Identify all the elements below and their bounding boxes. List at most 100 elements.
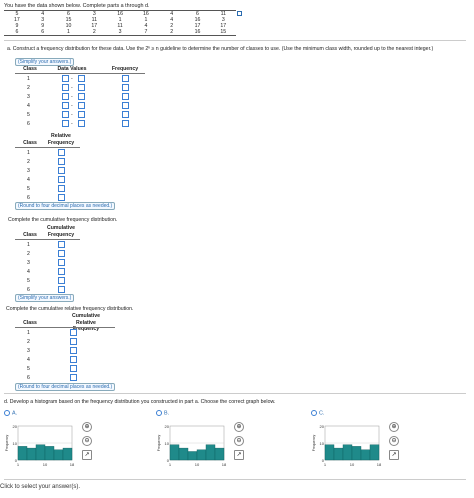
class-header-2: Class (23, 140, 37, 146)
answer-input[interactable] (58, 176, 65, 183)
answer-input[interactable] (58, 259, 65, 266)
answer-input[interactable] (58, 149, 65, 156)
expand-icon[interactable]: ↗ (389, 450, 399, 460)
y-tick-label: 20 (13, 424, 18, 429)
x-tick-label: 18 (70, 462, 75, 467)
answer-input[interactable] (58, 250, 65, 257)
class-number: 6 (27, 287, 30, 293)
range-dash: - (71, 76, 73, 82)
class-number: 2 (27, 159, 30, 165)
zoom-out-icon[interactable]: ⊖ (389, 436, 399, 446)
copy-data-icon[interactable] (237, 11, 242, 16)
raw-data-cell: 10 (65, 23, 72, 29)
answer-input[interactable] (122, 84, 129, 91)
raw-data-cell: 1 (118, 17, 122, 23)
raw-data-cell: 16 (107, 10, 133, 17)
answer-input[interactable] (78, 75, 85, 82)
histogram-option-a: 20 10 01 10 18 Frequency (5, 424, 75, 467)
answer-input[interactable] (122, 93, 129, 100)
relative-header-2: Frequency (47, 140, 75, 146)
histogram-option-c: 20 10 01 10 18 Frequency (312, 424, 382, 467)
answer-input[interactable] (78, 93, 85, 100)
option-a[interactable]: A. (4, 410, 17, 416)
answer-input[interactable] (62, 84, 69, 91)
answer-input[interactable] (70, 374, 77, 381)
histogram-bar (187, 451, 198, 461)
range-dash: - (71, 85, 73, 91)
raw-data-cell: 11 (117, 23, 123, 29)
zoom-in-icon[interactable]: ⊕ (389, 422, 399, 432)
zoom-in-icon[interactable]: ⊕ (234, 422, 244, 432)
raw-data-cell: 9 (41, 23, 45, 29)
expand-icon[interactable]: ↗ (82, 450, 92, 460)
y-axis-label: Frequency (5, 434, 9, 451)
zoom-in-icon[interactable]: ⊕ (82, 422, 92, 432)
histogram-bar (26, 447, 37, 461)
answer-input[interactable] (62, 93, 69, 100)
histogram-option-b: 20 10 01 10 18 Frequency (157, 424, 227, 467)
cum-header-2: Frequency (47, 232, 75, 238)
answer-input[interactable] (122, 75, 129, 82)
answer-input[interactable] (122, 102, 129, 109)
range-dash: - (71, 103, 73, 109)
raw-data-cell: 1 (144, 17, 148, 23)
class-number: 5 (27, 366, 30, 372)
answer-input[interactable] (122, 120, 129, 127)
y-tick-label: 0 (167, 458, 170, 463)
raw-data-cell: 3 (221, 17, 225, 23)
histogram-bar (196, 449, 207, 461)
intro-text: You have the data shown below. Complete … (4, 3, 150, 9)
raw-data-cell: 1 (55, 29, 82, 36)
zoom-out-icon[interactable]: ⊖ (234, 436, 244, 446)
radio-button[interactable] (156, 410, 162, 416)
raw-data-cell: 6 (29, 29, 56, 36)
y-tick-label: 0 (15, 458, 18, 463)
zoom-out-icon[interactable]: ⊖ (82, 436, 92, 446)
answer-input[interactable] (62, 102, 69, 109)
answer-input[interactable] (78, 120, 85, 127)
answer-input[interactable] (58, 277, 65, 284)
answer-input[interactable] (58, 167, 65, 174)
answer-input[interactable] (78, 84, 85, 91)
answer-input[interactable] (70, 329, 77, 336)
answer-input[interactable] (62, 120, 69, 127)
cumrel-prompt: Complete the cumulative relative frequen… (6, 306, 134, 312)
class-number: 6 (27, 375, 30, 381)
answer-input[interactable] (78, 102, 85, 109)
histogram-bar (324, 444, 335, 461)
answer-input[interactable] (70, 338, 77, 345)
radio-button[interactable] (311, 410, 317, 416)
answer-input[interactable] (70, 365, 77, 372)
answer-input[interactable] (58, 286, 65, 293)
y-tick-label: 0 (322, 458, 325, 463)
answer-input[interactable] (62, 75, 69, 82)
answer-input[interactable] (70, 356, 77, 363)
histogram-bar (178, 447, 189, 461)
answer-input[interactable] (78, 111, 85, 118)
range-dash: - (71, 121, 73, 127)
frequency-header: Frequency (111, 66, 139, 72)
histogram-bar (205, 444, 216, 461)
radio-button[interactable] (4, 410, 10, 416)
option-b[interactable]: B. (156, 410, 169, 416)
class-number: 1 (27, 330, 30, 336)
answer-input[interactable] (122, 111, 129, 118)
answer-input[interactable] (58, 185, 65, 192)
answer-input[interactable] (70, 347, 77, 354)
divider (4, 40, 466, 41)
answer-input[interactable] (58, 158, 65, 165)
round-hint-2: (Round to four decimal places as needed.… (15, 383, 116, 391)
raw-data-cell: 15 (65, 17, 72, 23)
option-c[interactable]: C. (311, 410, 324, 416)
answer-input[interactable] (58, 194, 65, 201)
answer-input[interactable] (62, 111, 69, 118)
raw-data-cell: 4 (170, 17, 174, 23)
answer-input[interactable] (58, 268, 65, 275)
class-number: 4 (27, 177, 30, 183)
raw-data-cell: 17 (91, 23, 98, 29)
answer-input[interactable] (58, 241, 65, 248)
expand-icon[interactable]: ↗ (234, 450, 244, 460)
y-axis-label: Frequency (312, 434, 316, 451)
histogram-bar (342, 444, 353, 461)
class-number: 1 (27, 242, 30, 248)
